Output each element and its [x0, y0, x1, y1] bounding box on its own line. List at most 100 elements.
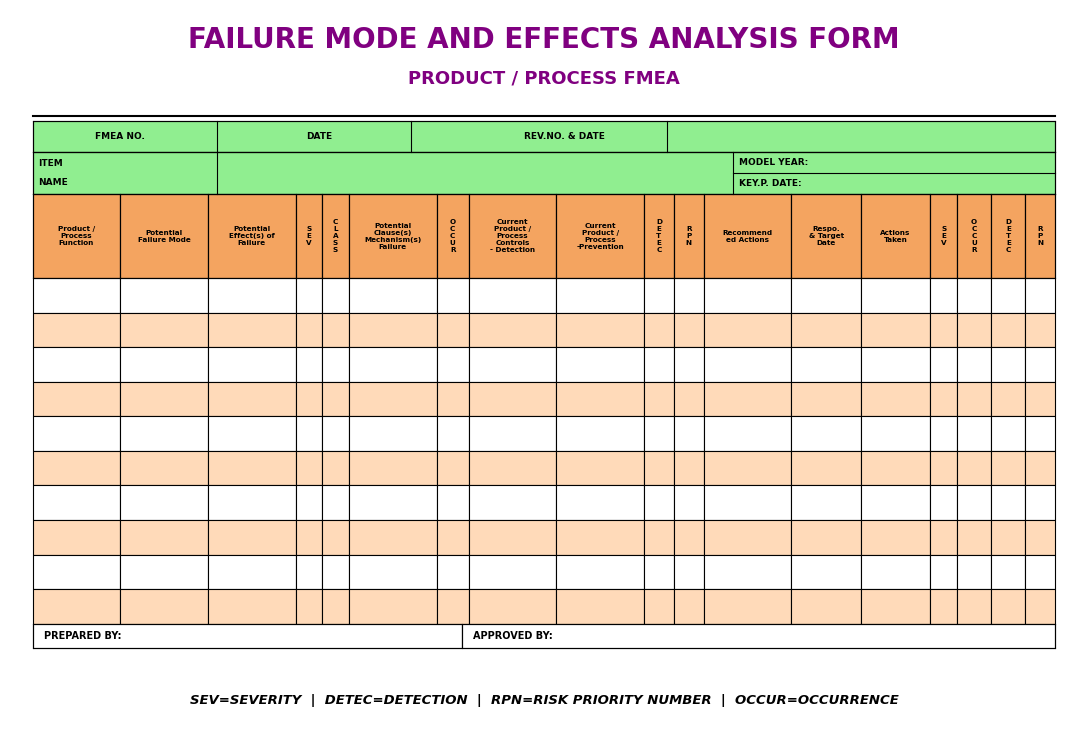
Bar — [1025, 451, 1055, 485]
Bar — [436, 555, 469, 589]
Bar — [991, 382, 1025, 417]
Bar — [861, 278, 930, 313]
Bar — [556, 589, 644, 624]
Bar — [991, 451, 1025, 485]
Bar — [991, 194, 1025, 278]
Bar — [644, 451, 673, 485]
Bar — [861, 451, 930, 485]
Bar — [957, 520, 991, 555]
Text: O
C
C
U
R: O C C U R — [972, 219, 977, 253]
Bar — [673, 589, 704, 624]
Text: SEV=SEVERITY  |  DETEC=DETECTION  |  RPN=RISK PRIORITY NUMBER  |  OCCUR=OCCURREN: SEV=SEVERITY | DETEC=DETECTION | RPN=RIS… — [189, 694, 899, 707]
Bar — [791, 313, 861, 347]
Text: Potential
Clause(s)
Mechanism(s)
Failure: Potential Clause(s) Mechanism(s) Failure — [364, 223, 421, 250]
Bar — [644, 520, 673, 555]
Bar — [991, 278, 1025, 313]
Bar — [791, 520, 861, 555]
Bar — [1025, 417, 1055, 451]
Text: D
E
T
E
C: D E T E C — [1005, 219, 1012, 253]
Bar — [861, 555, 930, 589]
Bar — [644, 382, 673, 417]
Bar — [121, 520, 208, 555]
Bar — [322, 451, 349, 485]
Bar — [791, 555, 861, 589]
Bar — [704, 589, 791, 624]
Bar — [861, 520, 930, 555]
Bar — [296, 313, 322, 347]
Bar — [861, 589, 930, 624]
Bar — [704, 347, 791, 382]
Text: Respo.
& Target
Date: Respo. & Target Date — [808, 226, 843, 246]
Bar — [930, 417, 957, 451]
Bar — [469, 589, 556, 624]
Bar — [957, 382, 991, 417]
Bar — [349, 194, 436, 278]
Bar — [791, 278, 861, 313]
Bar — [930, 451, 957, 485]
Bar — [469, 194, 556, 278]
Bar — [861, 194, 930, 278]
Bar — [791, 417, 861, 451]
Bar — [469, 555, 556, 589]
Text: MODEL YEAR:: MODEL YEAR: — [739, 157, 808, 167]
Bar — [33, 152, 1055, 194]
Bar — [1025, 347, 1055, 382]
Bar — [322, 382, 349, 417]
Bar — [1025, 313, 1055, 347]
Bar — [121, 313, 208, 347]
Bar — [296, 485, 322, 520]
Bar — [322, 278, 349, 313]
Bar — [957, 451, 991, 485]
Bar — [704, 485, 791, 520]
Bar — [296, 417, 322, 451]
Bar — [861, 485, 930, 520]
Bar — [208, 278, 296, 313]
Bar — [349, 382, 436, 417]
Bar — [33, 417, 121, 451]
Bar — [791, 194, 861, 278]
Bar — [1025, 382, 1055, 417]
Bar — [208, 520, 296, 555]
Bar — [436, 485, 469, 520]
Bar — [644, 485, 673, 520]
Bar — [121, 382, 208, 417]
Bar — [791, 451, 861, 485]
Bar — [957, 417, 991, 451]
Bar — [349, 555, 436, 589]
Text: R
P
N: R P N — [1037, 226, 1043, 246]
Bar — [930, 589, 957, 624]
Bar — [991, 520, 1025, 555]
Bar — [349, 451, 436, 485]
Bar — [121, 451, 208, 485]
Bar — [1025, 555, 1055, 589]
Bar — [208, 313, 296, 347]
Bar — [349, 417, 436, 451]
Bar — [121, 555, 208, 589]
Bar — [436, 278, 469, 313]
Bar — [791, 347, 861, 382]
Bar — [121, 347, 208, 382]
Bar — [436, 589, 469, 624]
Bar — [644, 417, 673, 451]
Bar — [673, 382, 704, 417]
Bar — [704, 520, 791, 555]
Text: R
P
N: R P N — [685, 226, 692, 246]
Bar — [322, 313, 349, 347]
Bar — [957, 313, 991, 347]
Text: Potential
Effect(s) of
Failure: Potential Effect(s) of Failure — [228, 226, 274, 246]
Bar — [208, 555, 296, 589]
Bar — [673, 347, 704, 382]
Text: APPROVED BY:: APPROVED BY: — [473, 631, 553, 640]
Bar — [673, 194, 704, 278]
Bar — [673, 555, 704, 589]
Bar — [469, 382, 556, 417]
Bar — [208, 485, 296, 520]
Bar — [33, 520, 121, 555]
Bar — [208, 589, 296, 624]
Bar — [556, 485, 644, 520]
Bar — [469, 485, 556, 520]
Bar — [33, 278, 121, 313]
Bar — [704, 313, 791, 347]
Bar — [121, 485, 208, 520]
Bar — [644, 313, 673, 347]
